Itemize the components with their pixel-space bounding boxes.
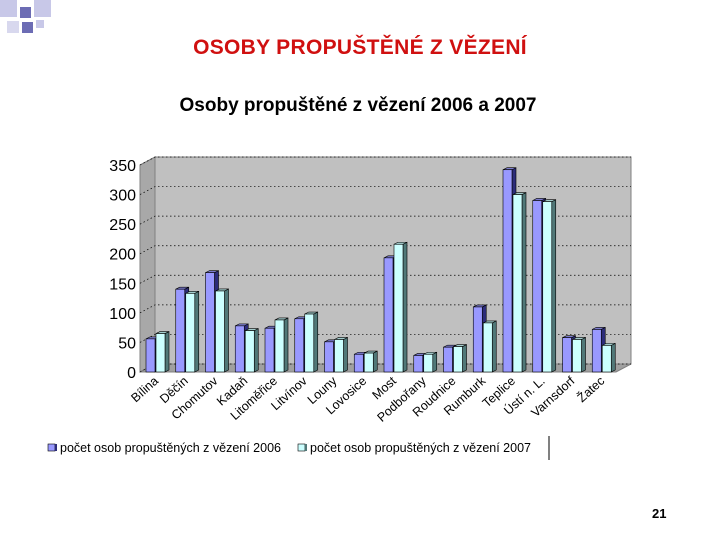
legend-label: počet osob propuštěných z vězení 2007 <box>310 441 531 455</box>
legend-item-1: počet osob propuštěných z vězení 2007 <box>297 441 531 455</box>
legend: počet osob propuštěných z vězení 2006 poč… <box>47 436 550 460</box>
bar-2007-8 <box>393 241 408 373</box>
y-tick-label: 100 <box>109 306 136 323</box>
gridline <box>139 304 631 314</box>
bar-2007-13 <box>542 199 557 373</box>
corner-square-6 <box>36 20 44 28</box>
bar-2007-0 <box>155 331 170 373</box>
y-tick-label: 300 <box>109 188 136 205</box>
slide-title: OSOBY PROPUŠTĚNÉ Z VĚZENÍ <box>193 36 527 59</box>
corner-square-4 <box>7 21 19 33</box>
corner-square-2 <box>20 7 31 18</box>
gridline <box>139 186 631 195</box>
bar-2007-6 <box>334 336 348 373</box>
page-number: 21 <box>652 506 667 521</box>
plot-area: 050100150200250300350BílinaDěčínChomutov… <box>109 156 632 425</box>
bar-2007-1 <box>185 290 200 373</box>
y-tick-label: 350 <box>109 158 136 175</box>
y-tick-label: 0 <box>127 365 136 382</box>
y-tick-label: 150 <box>109 276 136 293</box>
bar-2007-2 <box>215 288 229 373</box>
legend-item-0: počet osob propuštěných z vězení 2006 <box>47 441 281 455</box>
y-tick-label: 50 <box>118 335 136 352</box>
x-tick-label: Žatec <box>574 373 607 405</box>
bar-2007-14 <box>572 336 586 373</box>
bar-2007-3 <box>244 328 259 373</box>
corner-square-5 <box>22 22 33 33</box>
chart-title: Osoby propuštěné z vězení 2006 a 2007 <box>180 95 537 116</box>
y-tick-label: 200 <box>109 247 136 264</box>
corner-square-3 <box>34 0 51 17</box>
gridline <box>139 245 631 255</box>
bar-2007-12 <box>512 192 527 373</box>
gridline <box>139 274 631 284</box>
y-tick-label: 250 <box>109 217 136 234</box>
bar-2007-9 <box>423 351 438 373</box>
gridline <box>139 334 631 343</box>
gridline <box>139 156 631 166</box>
bar-2007-5 <box>304 311 319 373</box>
corner-square-1 <box>0 0 17 17</box>
bar-2007-11 <box>482 320 497 373</box>
bar-2007-10 <box>453 344 467 373</box>
gridline <box>139 215 631 225</box>
legend-label: počet osob propuštěných z vězení 2006 <box>60 441 281 455</box>
bar-2007-15 <box>601 342 616 373</box>
bar-2007-7 <box>363 350 378 373</box>
bar-2007-4 <box>274 317 289 373</box>
